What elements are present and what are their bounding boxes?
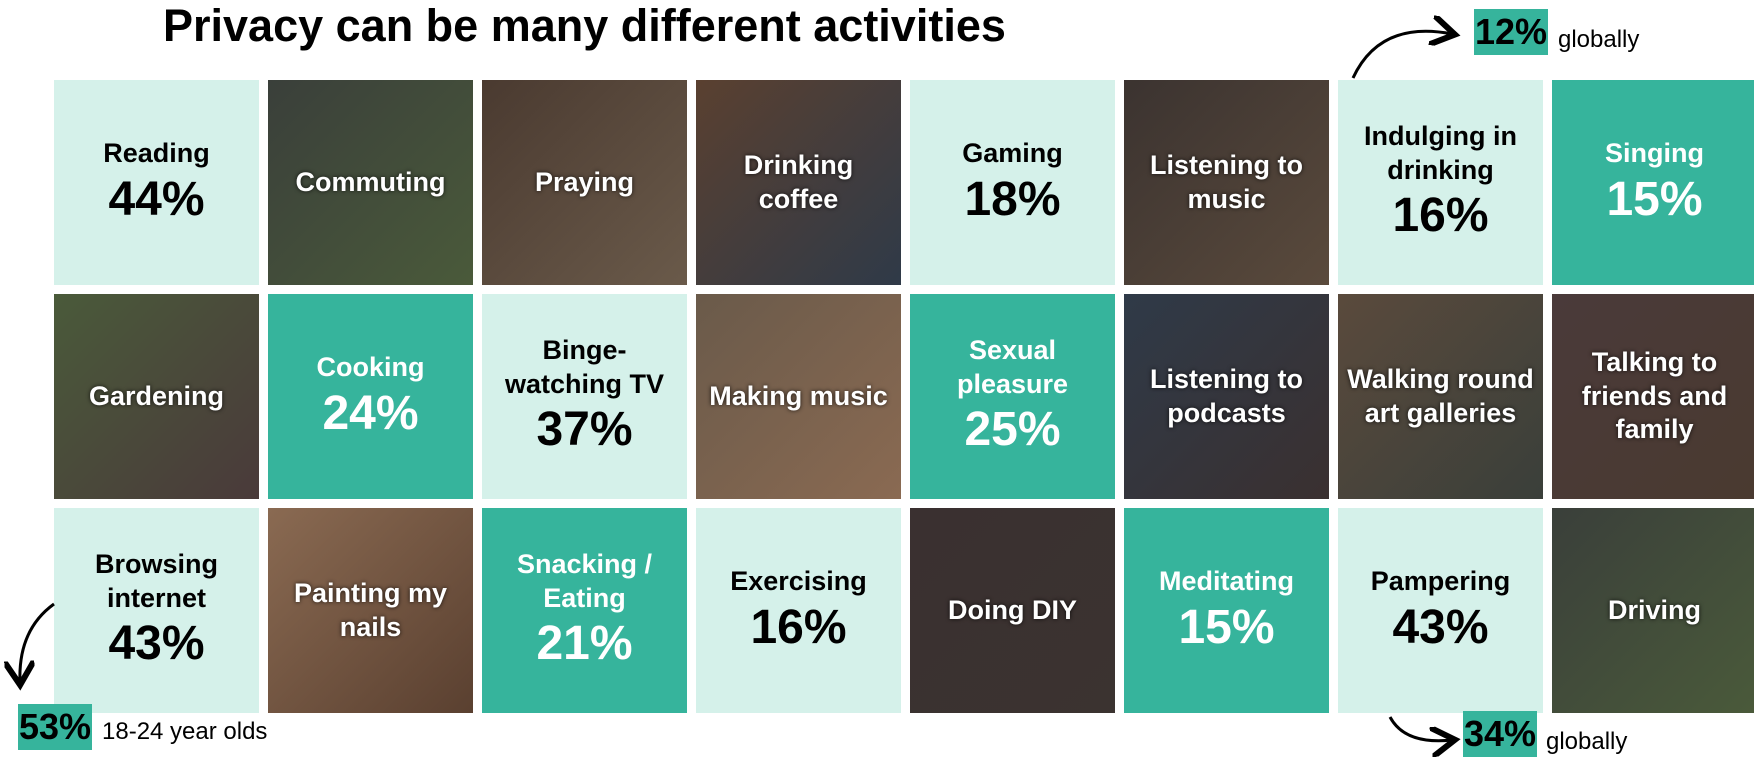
- arrows: [0, 0, 1754, 757]
- callout-value: 53%: [18, 704, 92, 750]
- callout-value: 34%: [1463, 711, 1537, 757]
- arrow: [1353, 31, 1452, 78]
- callout-text: globally: [1558, 26, 1639, 54]
- callout-text: 18-24 year olds: [102, 718, 267, 746]
- callout-text: globally: [1546, 728, 1627, 756]
- arrow: [20, 604, 54, 682]
- callout-value: 12%: [1474, 9, 1548, 55]
- arrow: [1390, 717, 1452, 741]
- slide: Privacy can be many different activities…: [0, 0, 1754, 757]
